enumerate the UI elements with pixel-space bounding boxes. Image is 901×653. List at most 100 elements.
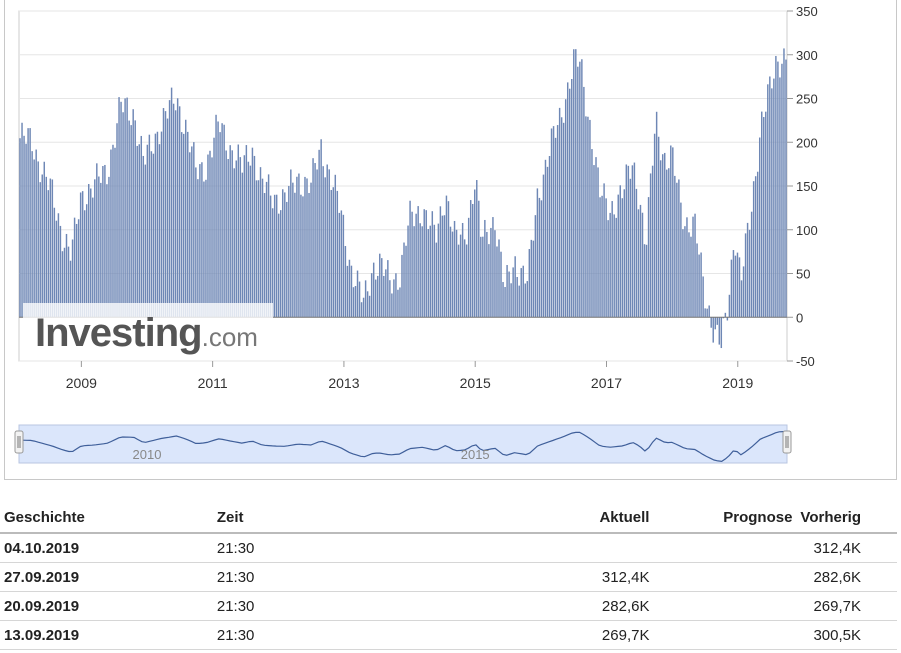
bar (419, 223, 421, 318)
bar (678, 179, 680, 318)
bar (726, 317, 729, 321)
bar (538, 197, 541, 318)
row-previous: 312,4K (796, 533, 897, 563)
navigator-handle[interactable] (14, 430, 24, 454)
navigator-year-label: 2015 (461, 447, 490, 462)
bar (73, 217, 76, 318)
bar (261, 178, 264, 318)
bar (740, 280, 743, 318)
bar (554, 137, 557, 318)
bar (233, 168, 235, 318)
bar (490, 227, 492, 318)
bar (465, 244, 468, 318)
bar (500, 251, 502, 318)
bar (706, 308, 708, 318)
bar (496, 246, 498, 318)
bar (221, 123, 223, 318)
bar (370, 273, 373, 318)
bar (108, 176, 110, 318)
bar (498, 239, 500, 318)
bar (627, 165, 630, 318)
bar (463, 239, 466, 318)
bar (164, 111, 167, 318)
bar (271, 208, 274, 318)
bar (243, 155, 246, 318)
bar (437, 223, 440, 318)
header-time[interactable]: Zeit (212, 502, 551, 534)
bar (761, 111, 763, 318)
bar (425, 210, 427, 318)
bar (306, 178, 308, 318)
bar (455, 229, 458, 318)
header-previous[interactable]: Vorherig (796, 502, 897, 534)
bar (708, 305, 710, 318)
bar (47, 190, 50, 318)
bar (643, 244, 646, 318)
bar (625, 164, 628, 318)
bar (492, 217, 494, 318)
y-tick-label: 300 (796, 48, 818, 63)
bar (763, 117, 765, 318)
bar (98, 176, 100, 318)
row-actual: 282,6K (550, 591, 654, 621)
bar (340, 210, 343, 318)
navigator-range[interactable] (18, 424, 788, 464)
bar (322, 166, 324, 318)
bar (775, 55, 777, 318)
bar (267, 174, 270, 318)
bar (674, 175, 676, 318)
bar (526, 281, 529, 318)
bar (389, 280, 391, 318)
bar (189, 152, 191, 318)
bar (758, 137, 761, 318)
bar (395, 273, 397, 318)
bar (516, 276, 518, 318)
bar (342, 214, 345, 318)
bar (575, 49, 577, 318)
bar (45, 176, 48, 318)
bar (106, 184, 108, 318)
bar (435, 242, 438, 318)
bar (730, 259, 733, 318)
header-forecast[interactable]: Prognose (653, 502, 797, 534)
bar (597, 167, 599, 318)
bar (431, 211, 434, 318)
chart-frame: -50 0 50 100 150 200 250 300 350 2009 2011 2013 2015… (4, 0, 897, 480)
y-tick-label: -50 (796, 354, 815, 369)
bar (27, 128, 29, 318)
bar (399, 287, 401, 318)
bar (51, 179, 54, 318)
bar (494, 230, 496, 318)
bar (449, 226, 452, 318)
bar (548, 156, 551, 318)
x-tick-label: 2013 (328, 375, 359, 391)
bar (520, 268, 522, 318)
bar (170, 87, 173, 318)
bar (132, 109, 134, 318)
bar (736, 252, 739, 318)
header-actual[interactable]: Aktuell (550, 502, 654, 534)
bar (441, 215, 444, 318)
bar (589, 119, 591, 318)
table-row: 27.09.2019 21:30 312,4K 282,6K (0, 562, 897, 592)
bar (690, 236, 692, 318)
bar (581, 59, 583, 318)
row-previous: 269,7K (796, 591, 897, 621)
bar (457, 244, 460, 318)
bar (651, 165, 654, 318)
row-actual: 269,7K (550, 620, 654, 650)
navigator-handle[interactable] (782, 430, 792, 454)
bar (348, 259, 351, 318)
bar (294, 192, 296, 318)
bar (744, 233, 747, 318)
bar (251, 147, 254, 318)
bar (722, 317, 725, 319)
navigator[interactable]: 2010 2015 (5, 0, 898, 480)
bar (63, 247, 66, 318)
bar (377, 275, 379, 318)
header-history[interactable]: Geschichte (0, 502, 213, 534)
bar (469, 200, 472, 318)
bar (150, 151, 153, 318)
bar (453, 220, 456, 318)
bar (393, 279, 395, 318)
